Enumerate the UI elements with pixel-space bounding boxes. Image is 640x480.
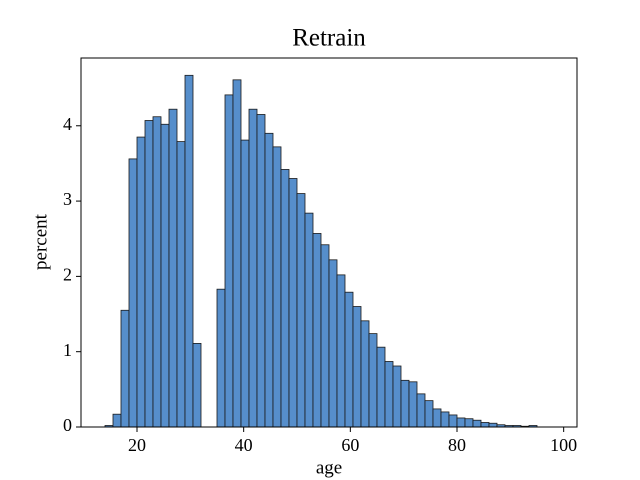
bar	[128, 158, 138, 428]
bar	[472, 419, 482, 428]
bar	[416, 393, 426, 428]
bar	[352, 306, 362, 428]
bar	[192, 343, 202, 428]
bar	[368, 333, 378, 428]
y-tick-label: 3	[63, 189, 72, 209]
x-tick-label: 80	[448, 435, 466, 455]
bar	[144, 120, 154, 428]
bar	[232, 79, 242, 428]
bar	[440, 411, 450, 428]
x-tick-label: 40	[235, 435, 253, 455]
bar	[336, 274, 346, 428]
bar	[344, 291, 354, 428]
bar	[224, 94, 234, 428]
bar	[160, 123, 170, 428]
bar	[432, 408, 442, 428]
bar	[120, 309, 130, 428]
y-tick-label: 4	[63, 114, 72, 134]
y-tick-label: 2	[63, 265, 72, 285]
bar	[448, 414, 458, 428]
bar	[256, 114, 266, 428]
bar	[328, 259, 338, 428]
bar	[384, 361, 394, 428]
bar	[112, 413, 122, 428]
bar	[392, 365, 402, 428]
bar	[360, 320, 370, 428]
bar	[184, 74, 194, 428]
plot-frame	[80, 57, 578, 428]
bar	[488, 422, 498, 428]
bar	[480, 422, 490, 428]
bar	[176, 141, 186, 428]
bar	[288, 178, 298, 428]
x-axis-label: age	[316, 457, 342, 478]
bar	[240, 139, 250, 428]
bar	[400, 379, 410, 428]
bar	[248, 108, 258, 428]
bar	[320, 244, 330, 428]
bar	[376, 346, 386, 428]
bar	[272, 146, 282, 428]
bar	[152, 116, 162, 428]
bar	[264, 132, 274, 428]
bar	[296, 193, 306, 428]
chart-title: Retrain	[292, 25, 366, 52]
bar	[280, 169, 290, 428]
bar	[424, 400, 434, 428]
bar	[464, 418, 474, 428]
x-tick-label: 20	[128, 435, 146, 455]
y-axis-label: percent	[30, 213, 51, 270]
bar	[456, 417, 466, 428]
bar	[304, 212, 314, 428]
bar	[312, 233, 322, 428]
bar	[408, 381, 418, 428]
bar	[168, 108, 178, 428]
bar	[136, 136, 146, 428]
bar	[216, 288, 226, 428]
y-tick-label: 1	[63, 340, 72, 360]
x-tick-label: 60	[341, 435, 359, 455]
x-tick-label: 100	[550, 435, 577, 455]
y-tick-label: 0	[63, 415, 72, 435]
